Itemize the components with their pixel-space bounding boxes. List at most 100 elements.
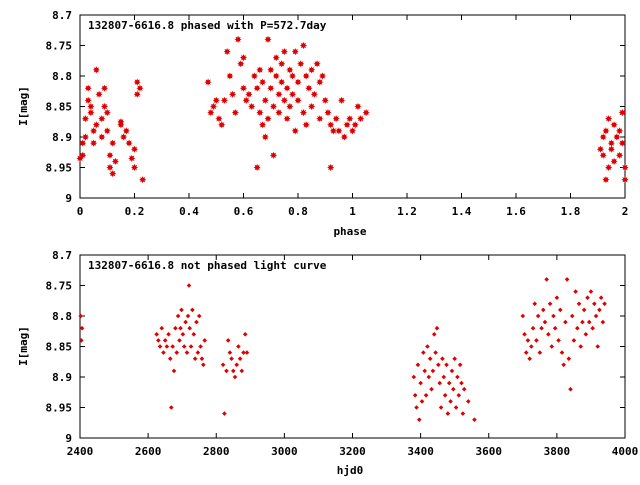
data-point — [180, 332, 186, 337]
data-point — [520, 313, 526, 319]
data-point — [302, 121, 310, 129]
data-point — [230, 368, 236, 374]
data-point — [588, 289, 594, 294]
data-point — [348, 127, 357, 135]
data-point — [316, 115, 324, 123]
data-point — [95, 90, 103, 98]
data-point — [618, 139, 626, 147]
data-point — [444, 362, 449, 368]
y-tick-label: 8.7 — [52, 249, 72, 262]
data-point — [573, 289, 578, 294]
data-point — [332, 115, 340, 123]
data-point — [346, 115, 354, 123]
data-point — [575, 325, 580, 331]
y-tick-label: 8.9 — [52, 131, 72, 144]
data-point — [234, 362, 239, 368]
data-point — [178, 325, 183, 331]
data-point — [220, 362, 226, 368]
data-point — [183, 319, 188, 325]
y-tick-label: 8.75 — [46, 40, 73, 53]
data-point — [241, 350, 246, 355]
data-point — [106, 151, 114, 159]
y-tick-label: 8.95 — [46, 402, 73, 415]
data-point — [457, 362, 463, 368]
data-point — [177, 338, 182, 343]
x-axis-ticks: 0 0.2 0.4 0.6 0.8 1 1.2 1.4 1.6 1.8 2 — [77, 15, 628, 218]
data-point — [546, 332, 551, 337]
x-axis-label: hjd0 — [337, 464, 364, 477]
data-point — [109, 170, 117, 178]
data-point — [258, 78, 267, 86]
data-point — [422, 368, 428, 374]
x-tick-label: 3000 — [271, 445, 298, 458]
data-points — [76, 35, 629, 184]
data-point — [194, 319, 199, 325]
data-point — [618, 109, 626, 117]
data-point — [445, 411, 451, 416]
data-point — [455, 374, 460, 380]
data-point — [605, 115, 613, 123]
data-point — [190, 307, 195, 313]
data-point — [218, 121, 226, 129]
y-axis-ticks: 8.7 8.75 8.8 8.85 8.9 8.95 9 — [46, 249, 625, 445]
data-point — [438, 405, 444, 410]
data-point — [357, 115, 365, 123]
data-point — [318, 72, 327, 80]
data-point — [602, 301, 607, 307]
data-point — [202, 338, 207, 343]
data-point — [159, 325, 165, 331]
x-tick-label: 0.8 — [288, 205, 308, 218]
data-point — [416, 417, 422, 422]
y-axis-label: I[mag] — [17, 326, 30, 366]
data-point — [239, 84, 248, 92]
data-point — [615, 151, 624, 159]
data-point — [299, 109, 308, 117]
data-point — [161, 350, 166, 355]
data-point — [162, 338, 168, 343]
data-point — [299, 41, 308, 50]
data-point — [452, 356, 457, 361]
x-tick-label: 1 — [349, 205, 356, 218]
data-point — [125, 139, 133, 147]
data-point — [297, 60, 305, 68]
data-point — [537, 350, 543, 355]
data-point — [414, 405, 419, 410]
data-point — [459, 380, 464, 386]
data-point — [81, 115, 90, 123]
data-point — [621, 176, 629, 184]
data-point — [84, 96, 92, 104]
chart-title: 132807-6616.8 phased with P=572.7day — [88, 19, 327, 32]
data-point — [174, 350, 180, 355]
data-point — [610, 121, 618, 129]
y-tick-label: 8.85 — [46, 341, 73, 354]
data-point — [605, 163, 613, 172]
data-point — [581, 307, 587, 313]
data-point — [291, 48, 299, 56]
data-point — [87, 102, 95, 111]
data-point — [133, 78, 141, 86]
data-point — [534, 338, 539, 343]
data-point — [157, 344, 163, 349]
data-point — [184, 350, 190, 355]
data-point — [192, 356, 198, 361]
data-point — [602, 176, 610, 184]
data-point — [242, 96, 250, 104]
data-point — [90, 127, 98, 135]
data-point — [607, 145, 615, 153]
data-point — [564, 277, 570, 282]
data-point — [275, 90, 283, 98]
data-point — [335, 127, 343, 135]
data-point — [308, 102, 316, 111]
x-tick-label: 2600 — [135, 445, 162, 458]
data-point — [191, 332, 197, 337]
data-point — [226, 72, 234, 80]
data-point — [327, 121, 335, 129]
data-point — [207, 109, 215, 117]
data-point — [98, 115, 106, 123]
data-point — [120, 133, 128, 141]
data-point — [578, 344, 584, 349]
data-point — [199, 356, 205, 361]
data-point — [267, 66, 275, 74]
data-point — [610, 157, 618, 165]
data-point — [440, 356, 445, 361]
